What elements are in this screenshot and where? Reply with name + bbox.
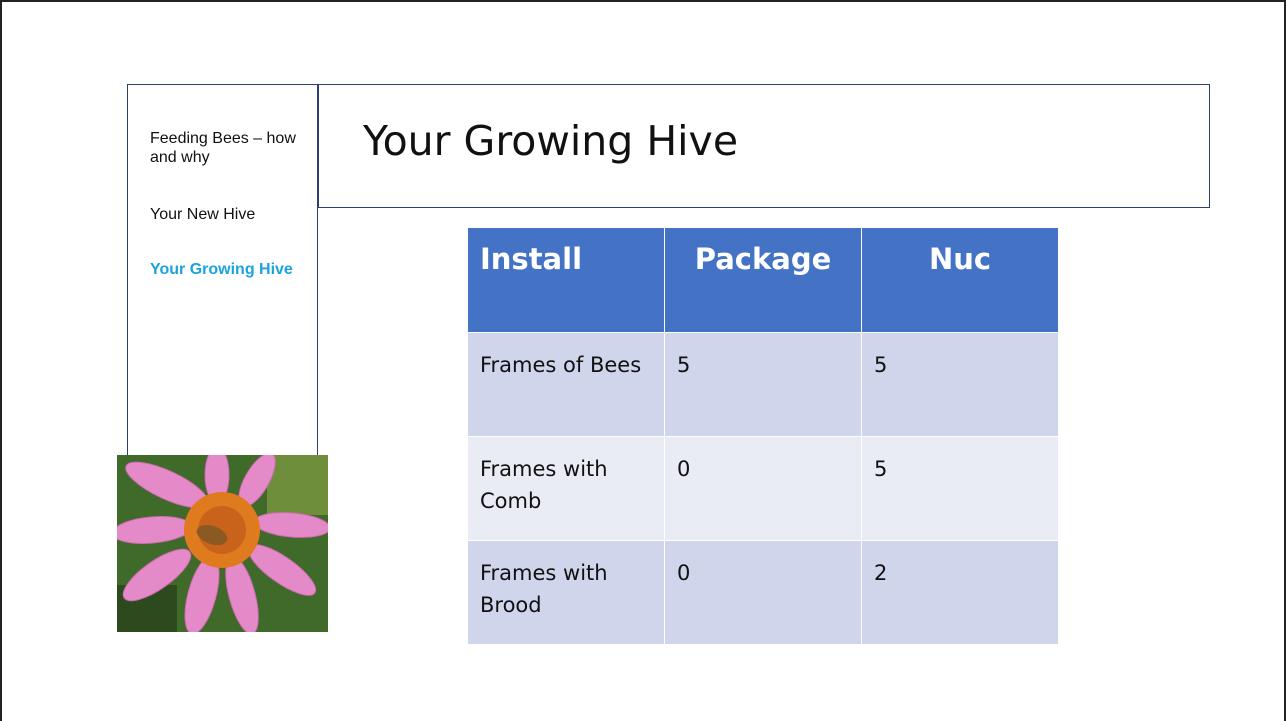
cell: Frames of Bees xyxy=(467,332,665,437)
header-row: Install Package Nuc xyxy=(467,227,1059,333)
slide-title: Your Growing Hive xyxy=(363,117,739,165)
nav-item[interactable]: Your Growing Hive xyxy=(150,261,293,278)
header-cell: Nuc xyxy=(861,227,1059,333)
cell: Frames with Comb xyxy=(467,436,665,541)
cell: 0 xyxy=(664,540,862,645)
cell: 0 xyxy=(664,436,862,541)
row: Frames with Brood 0 2 xyxy=(467,540,1059,645)
header-cell: Package xyxy=(664,227,862,333)
header-cell: Install xyxy=(467,227,665,333)
cell: 5 xyxy=(861,332,1059,437)
sidebar: Feeding Bees – how and why Your New Hive… xyxy=(127,84,318,458)
cell: 5 xyxy=(861,436,1059,541)
divider xyxy=(317,84,318,456)
cell: 5 xyxy=(664,332,862,437)
row: Frames with Comb 0 5 xyxy=(467,436,1059,541)
row: Frames of Bees 5 5 xyxy=(467,332,1059,437)
flower-photo xyxy=(117,455,328,632)
cell: Frames with Brood xyxy=(467,540,665,645)
title-box: Your Growing Hive xyxy=(318,84,1210,208)
nav-item[interactable]: Feeding Bees – how and why xyxy=(150,130,296,166)
nav-item[interactable]: Your New Hive xyxy=(150,206,256,223)
cell: 2 xyxy=(861,540,1059,645)
table: Install Package Nuc Frames of Bees 5 5 F… xyxy=(467,227,1059,645)
